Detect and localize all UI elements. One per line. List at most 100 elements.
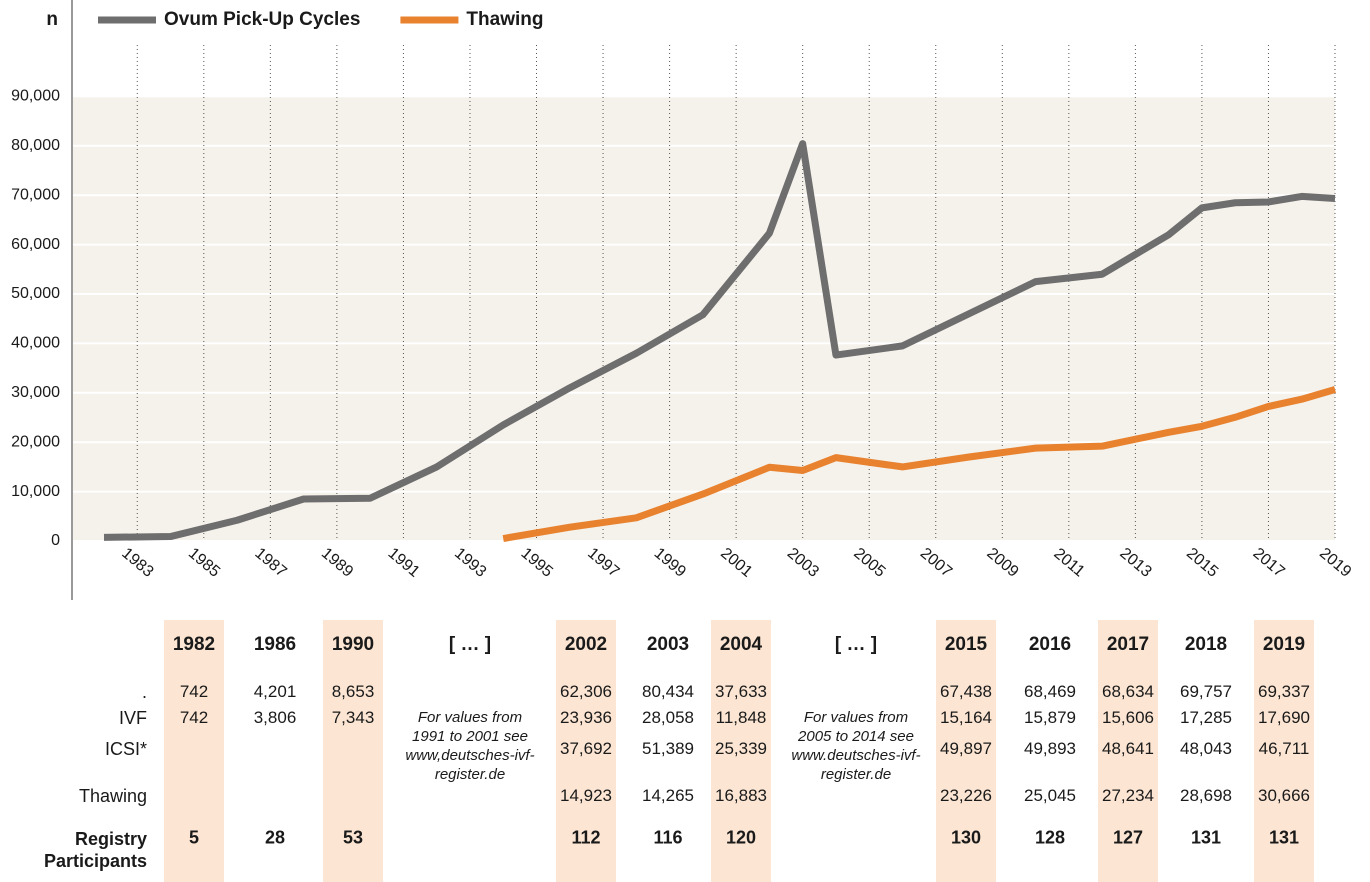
column-header: 2018 <box>1184 634 1228 655</box>
row-label: ICSI* <box>104 739 147 759</box>
row-label: Registry Participants <box>43 829 147 871</box>
x-tick-label: 2017 <box>1250 545 1288 581</box>
data-line <box>502 386 1336 542</box>
table-cell: 69,757 <box>1180 682 1232 701</box>
table-cell: 14,923 <box>560 786 612 805</box>
chart: n 0 10,000 20,000 30,000 40,000 50,000 60,000 7… <box>11 0 1354 600</box>
table-cell: 17,285 <box>1180 708 1232 727</box>
x-tick-label: 2007 <box>917 545 955 581</box>
column-header: 1990 <box>331 634 375 655</box>
table-cell: 48,043 <box>1180 739 1232 758</box>
table-cell: 15,606 <box>1102 708 1154 727</box>
y-tick-label: 50,000 <box>11 285 60 302</box>
x-tick-label: 2019 <box>1316 545 1354 581</box>
x-tick-label: 2013 <box>1116 545 1154 581</box>
y-tick-label: 40,000 <box>11 335 60 352</box>
table-cell: 4,201 <box>253 682 297 701</box>
table-cell: 130 <box>950 827 982 848</box>
x-tick-label: 1997 <box>584 545 622 581</box>
table-cell: 27,234 <box>1102 786 1154 805</box>
table-cell: 30,666 <box>1258 786 1310 805</box>
x-tick-label: 1991 <box>385 545 423 581</box>
table-cell: 23,226 <box>940 786 992 805</box>
legend-label: Thawing <box>466 9 543 30</box>
table-cell: 25,045 <box>1024 786 1076 805</box>
x-tick-label: 2015 <box>1183 545 1221 581</box>
shaded-column <box>164 620 224 882</box>
shaded-column <box>1098 620 1158 882</box>
table-cell: 28,698 <box>1180 786 1232 805</box>
table-cell: 15,164 <box>940 708 992 727</box>
table-cell: 49,893 <box>1024 739 1076 758</box>
table-cell: 742 <box>179 708 209 727</box>
y-axis-label: n <box>46 9 58 30</box>
table-cell: 131 <box>1268 827 1300 848</box>
table-cell: 14,265 <box>642 786 694 805</box>
x-tick-label: 1999 <box>651 545 689 581</box>
table-cell: 131 <box>1190 827 1222 848</box>
table-cell: 3,806 <box>253 708 297 727</box>
table-cell: 80,434 <box>642 682 694 701</box>
y-tick-label: 30,000 <box>11 384 60 401</box>
column-header: 2017 <box>1106 634 1150 655</box>
table-cell: 67,438 <box>940 682 992 701</box>
table-cell: 5 <box>188 827 200 848</box>
column-header: 2004 <box>719 634 763 655</box>
x-tick-label: 1983 <box>118 545 156 581</box>
shaded-column <box>556 620 616 882</box>
x-tick-label: 2009 <box>983 545 1021 581</box>
table-cell: 17,690 <box>1258 708 1310 727</box>
table-cell: 37,633 <box>715 682 767 701</box>
column-header: 2015 <box>944 634 988 655</box>
table-cell: 116 <box>653 827 683 848</box>
note: For values from 1991 to 2001 see www,deu… <box>405 709 535 783</box>
column-header: 2003 <box>646 634 690 655</box>
x-tick-label: 2001 <box>717 545 755 581</box>
table-cell: 68,634 <box>1102 682 1154 701</box>
legend-label: Ovum Pick-Up Cycles <box>164 9 360 30</box>
shaded-column <box>1254 620 1314 882</box>
table-cell: 15,879 <box>1024 708 1076 727</box>
table-cell: 46,711 <box>1258 739 1310 758</box>
table-cell: 127 <box>1112 827 1144 848</box>
y-tick-label: 10,000 <box>11 483 60 500</box>
x-tick-label: 2011 <box>1050 545 1087 580</box>
column-header: 2019 <box>1262 634 1306 655</box>
x-tick-label: 1995 <box>518 545 556 581</box>
table-cell: 68,469 <box>1024 682 1076 701</box>
table-cell: 62,306 <box>560 682 612 701</box>
column-header: 2016 <box>1028 634 1072 655</box>
row-label: . <box>141 682 147 702</box>
table-cell: 37,692 <box>560 739 612 758</box>
table-cell: 7,343 <box>331 708 375 727</box>
x-tick-label: 1993 <box>451 545 489 581</box>
x-tick-label: 2003 <box>784 545 822 581</box>
x-tick-label: 1985 <box>185 545 223 581</box>
y-tick-label: 20,000 <box>11 433 60 450</box>
column-header: [ … ] <box>448 634 492 655</box>
row-label: Thawing <box>78 786 147 806</box>
y-tick-label: 60,000 <box>11 236 60 253</box>
y-tick-label: 0 <box>51 532 60 549</box>
table-cell: 11,848 <box>715 708 767 727</box>
shaded-column <box>323 620 383 882</box>
table-cell: 8,653 <box>331 682 375 701</box>
table-cell: 128 <box>1034 827 1066 848</box>
table-cell: 112 <box>571 827 601 848</box>
y-tick-label: 80,000 <box>11 137 60 154</box>
table-cell: 51,389 <box>642 739 694 758</box>
table-cell: 28 <box>264 827 286 848</box>
table-cell: 28,058 <box>642 708 694 727</box>
column-header: 2002 <box>564 634 608 655</box>
column-header: 1982 <box>172 634 216 655</box>
table-cell: 16,883 <box>715 786 767 805</box>
shaded-column <box>711 620 771 882</box>
table-cell: 120 <box>725 827 757 848</box>
table-cell: 49,897 <box>940 739 992 758</box>
y-tick-label: 70,000 <box>11 186 60 203</box>
x-tick-label: 1987 <box>251 545 289 581</box>
x-tick-label: 1989 <box>318 545 356 581</box>
table-cell: 23,936 <box>560 708 612 727</box>
table-cell: 48,641 <box>1102 739 1154 758</box>
